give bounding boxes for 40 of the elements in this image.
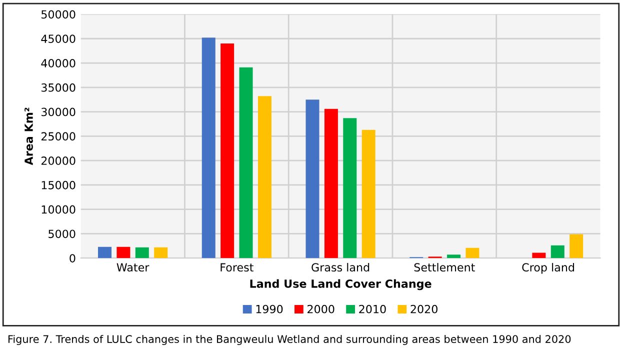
legend-label: 2010 — [359, 304, 386, 314]
bar — [343, 118, 357, 258]
bar — [532, 252, 546, 258]
bar — [116, 246, 130, 258]
legend-label: 2020 — [410, 304, 438, 314]
y-tick-label: 40000 — [41, 58, 76, 68]
bar — [324, 108, 338, 258]
caption: Figure 7. Trends of LULC changes in the Bangweulu Wetland and surrounding areas between 1990 and 2020 — [8, 334, 571, 346]
bar — [135, 247, 149, 258]
legend-label: 2000 — [308, 304, 334, 314]
bar — [220, 44, 234, 258]
y-tick-label: 50000 — [42, 10, 76, 19]
y-axis-title: Area Km² — [24, 108, 33, 166]
y-tick-label: 10000 — [42, 205, 76, 214]
bar — [258, 96, 272, 258]
x-tick-label: Forest — [220, 263, 254, 272]
x-axis-title: Land Use Land Cover Change — [250, 279, 432, 290]
bar — [550, 245, 564, 258]
bar — [570, 234, 584, 258]
x-tick-label: Water — [116, 263, 150, 272]
y-tick-label: 0 — [70, 254, 76, 262]
bar — [362, 130, 376, 258]
bar — [154, 247, 168, 258]
y-tick-label: 25000 — [41, 132, 76, 141]
y-tick-label: 45000 — [41, 34, 76, 44]
y-tick-label: 30000 — [42, 108, 76, 116]
bar — [306, 100, 320, 258]
x-tick-label: Settlement — [414, 262, 475, 272]
x-tick-label: Grass land — [312, 262, 370, 272]
y-tick-label: 15000 — [42, 180, 76, 190]
y-tick-label: 35000 — [42, 83, 76, 92]
x-tick-label: Crop land — [522, 262, 574, 274]
y-tick-label: 5000 — [48, 230, 76, 238]
legend-label: 1990 — [256, 304, 283, 314]
bar — [447, 254, 461, 258]
bar — [98, 246, 112, 258]
bar — [202, 38, 216, 258]
y-tick-label: 20000 — [41, 156, 76, 165]
bar — [239, 67, 253, 258]
bar — [466, 248, 480, 258]
